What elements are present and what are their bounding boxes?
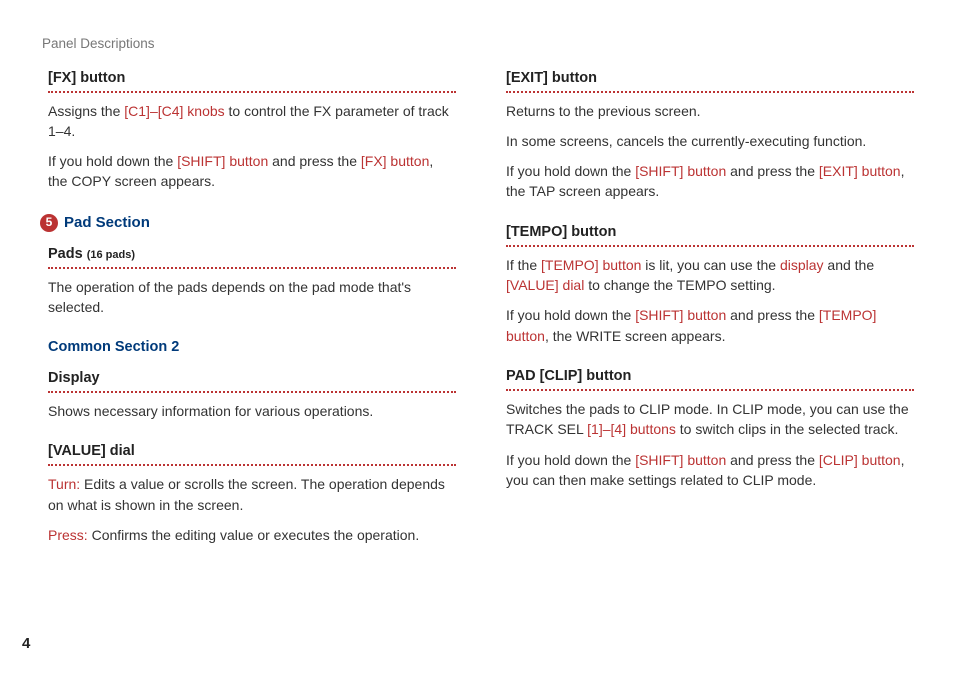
pads-count: (16 pads) [87, 249, 135, 261]
padclip-heading: PAD [CLIP] button [506, 366, 914, 391]
link-shift: [SHIFT] button [177, 153, 268, 169]
pad-section-title: Pad Section [64, 212, 150, 234]
display-p: Shows necessary information for various … [48, 401, 456, 421]
common-section-title: Common Section 2 [48, 337, 456, 358]
text: Assigns the [48, 103, 124, 119]
text: and the [824, 257, 875, 273]
text: and press the [726, 307, 819, 323]
link-shift: [SHIFT] button [635, 452, 726, 468]
tempo-p2: If you hold down the [SHIFT] button and … [506, 305, 914, 346]
tempo-button-block: [TEMPO] button If the [TEMPO] button is … [498, 222, 914, 346]
padclip-p2: If you hold down the [SHIFT] button and … [506, 450, 914, 491]
text: and press the [268, 153, 361, 169]
fx-heading: [FX] button [48, 68, 456, 93]
text: is lit, you can use the [641, 257, 780, 273]
link-display: display [780, 257, 824, 273]
pad-section-header: 5 Pad Section [40, 212, 456, 234]
value-press-p: Press: Confirms the editing value or exe… [48, 525, 456, 545]
link-fx: [FX] button [361, 153, 429, 169]
pads-heading: Pads (16 pads) [48, 244, 456, 269]
link-shift: [SHIFT] button [635, 307, 726, 323]
fx-p1: Assigns the [C1]–[C4] knobs to control t… [48, 101, 456, 142]
text: to switch clips in the selected track. [676, 421, 899, 437]
section-number-badge: 5 [40, 214, 58, 232]
link-clip: [CLIP] button [819, 452, 901, 468]
pad-clip-button-block: PAD [CLIP] button Switches the pads to C… [498, 366, 914, 490]
text: Confirms the editing value or executes t… [88, 527, 420, 543]
tempo-heading: [TEMPO] button [506, 222, 914, 247]
text: to change the TEMPO setting. [584, 277, 775, 293]
value-turn-p: Turn: Edits a value or scrolls the scree… [48, 474, 456, 515]
padclip-p1: Switches the pads to CLIP mode. In CLIP … [506, 399, 914, 440]
tempo-p1: If the [TEMPO] button is lit, you can us… [506, 255, 914, 296]
value-dial-block: [VALUE] dial Turn: Edits a value or scro… [40, 441, 456, 545]
link-value-dial: [VALUE] dial [506, 277, 584, 293]
pads-block: Pads (16 pads) The operation of the pads… [40, 244, 456, 318]
left-column: [FX] button Assigns the [C1]–[C4] knobs … [40, 68, 456, 566]
link-tempo: [TEMPO] button [541, 257, 641, 273]
text: If you hold down the [48, 153, 177, 169]
breadcrumb: Panel Descriptions [42, 34, 914, 54]
exit-button-block: [EXIT] button Returns to the previous sc… [498, 68, 914, 202]
value-heading: [VALUE] dial [48, 441, 456, 466]
content-columns: [FX] button Assigns the [C1]–[C4] knobs … [40, 68, 914, 566]
exit-p3: If you hold down the [SHIFT] button and … [506, 161, 914, 202]
exit-heading: [EXIT] button [506, 68, 914, 93]
text: If you hold down the [506, 163, 635, 179]
turn-label: Turn: [48, 476, 80, 492]
fx-p2: If you hold down the [SHIFT] button and … [48, 151, 456, 192]
text: Edits a value or scrolls the screen. The… [48, 476, 445, 512]
pads-p: The operation of the pads depends on the… [48, 277, 456, 318]
exit-p1: Returns to the previous screen. [506, 101, 914, 121]
fx-button-block: [FX] button Assigns the [C1]–[C4] knobs … [40, 68, 456, 192]
press-label: Press: [48, 527, 88, 543]
right-column: [EXIT] button Returns to the previous sc… [498, 68, 914, 566]
text: If the [506, 257, 541, 273]
exit-p2: In some screens, cancels the currently-e… [506, 131, 914, 151]
link-track-sel: [1]–[4] buttons [587, 421, 676, 437]
text: , the WRITE screen appears. [545, 328, 726, 344]
text: If you hold down the [506, 452, 635, 468]
text: Pads [48, 246, 87, 262]
page-number: 4 [22, 633, 30, 655]
page: Panel Descriptions [FX] button Assigns t… [0, 0, 954, 565]
link-shift: [SHIFT] button [635, 163, 726, 179]
text: If you hold down the [506, 307, 635, 323]
link-c1-c4: [C1]–[C4] knobs [124, 103, 224, 119]
text: and press the [726, 163, 819, 179]
display-block: Display Shows necessary information for … [40, 368, 456, 421]
display-heading: Display [48, 368, 456, 393]
link-exit: [EXIT] button [819, 163, 901, 179]
text: and press the [726, 452, 819, 468]
